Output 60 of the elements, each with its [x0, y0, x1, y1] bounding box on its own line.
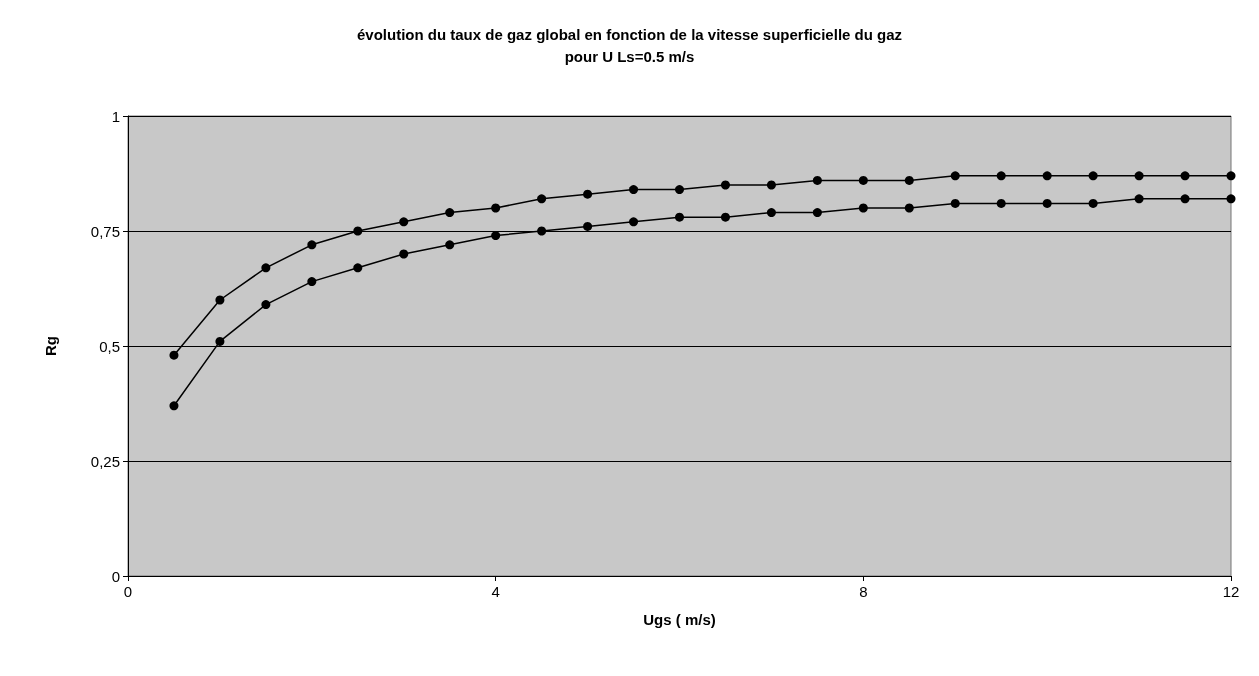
point	[675, 185, 684, 195]
point	[1088, 198, 1098, 208]
x-tick-label: 8	[859, 583, 868, 600]
point	[812, 175, 822, 185]
point	[1180, 171, 1190, 181]
x-tick-label: 12	[1222, 583, 1240, 600]
point	[307, 277, 317, 287]
point	[996, 171, 1006, 181]
point	[720, 180, 730, 190]
point	[537, 226, 547, 236]
point	[169, 401, 179, 411]
point	[766, 180, 776, 190]
point	[766, 208, 776, 218]
point	[399, 217, 409, 227]
point	[537, 194, 547, 204]
point	[1226, 194, 1236, 204]
point	[583, 221, 593, 231]
point	[1180, 194, 1190, 204]
point	[950, 198, 960, 208]
x-axis-title: Ugs ( m/s)	[643, 611, 716, 628]
point	[215, 295, 225, 305]
point	[812, 208, 822, 218]
point	[858, 175, 868, 185]
point	[261, 300, 271, 310]
point	[1042, 171, 1052, 181]
point	[1134, 194, 1144, 204]
point	[445, 240, 455, 250]
point	[858, 203, 868, 213]
point	[996, 198, 1006, 208]
point	[491, 203, 501, 213]
y-tick-label: 0,5	[99, 337, 120, 355]
point	[307, 240, 317, 250]
point	[1088, 171, 1098, 181]
point	[1226, 171, 1236, 181]
point	[583, 189, 593, 199]
point	[353, 263, 363, 273]
point	[675, 212, 684, 222]
point	[904, 203, 914, 213]
point	[215, 336, 225, 346]
point	[720, 212, 730, 222]
point	[1134, 171, 1144, 181]
y-tick-label: 0	[111, 567, 120, 585]
y-axis-title: Rg	[42, 336, 59, 356]
point	[491, 231, 501, 241]
x-tick-label: 4	[491, 583, 500, 600]
point	[950, 171, 960, 181]
y-tick-label: 1	[111, 107, 120, 125]
point	[1042, 198, 1052, 208]
point	[445, 208, 455, 218]
point	[353, 226, 363, 236]
y-tick-label: 0,25	[90, 452, 120, 470]
point	[904, 175, 914, 185]
point	[399, 249, 409, 259]
y-tick-label: 0,75	[90, 222, 120, 240]
point	[629, 217, 639, 227]
chart-title: évolution du taux de gaz global en fonction de la vitesse superficielle du gaz pour U Ls=0.5 m/s	[356, 25, 903, 65]
point	[629, 185, 639, 195]
x-tick-label: 0	[123, 583, 133, 600]
point	[169, 350, 179, 360]
point	[261, 263, 271, 273]
